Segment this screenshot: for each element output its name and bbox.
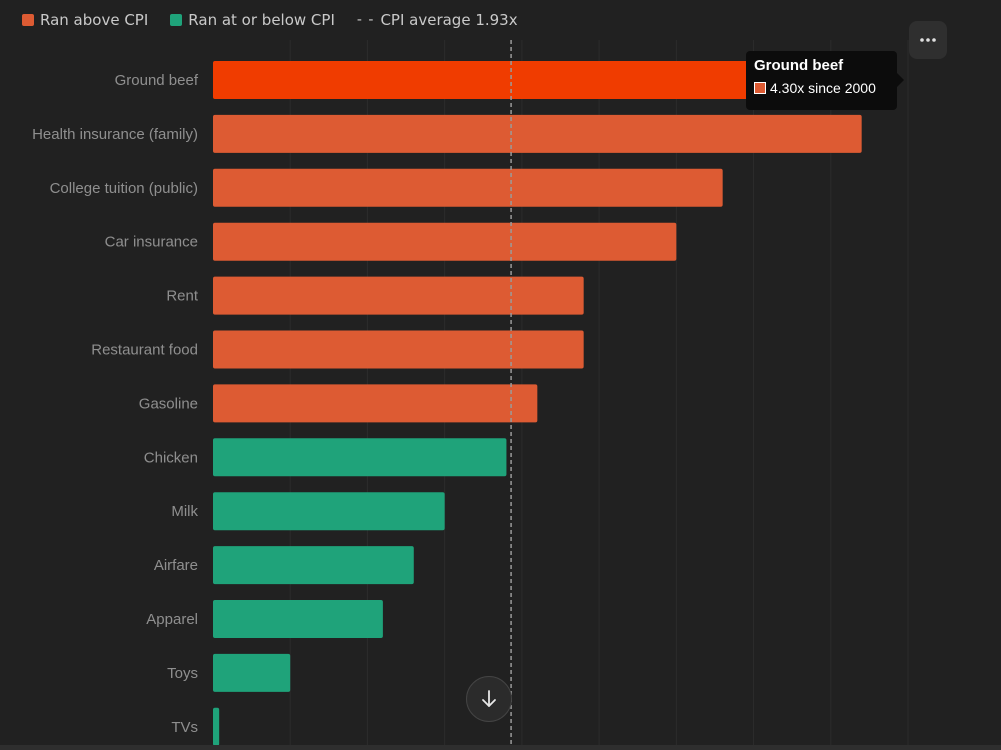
legend-swatch-below [170,14,183,26]
tooltip-swatch [754,82,766,94]
legend-swatch-above [22,14,34,26]
category-label: Airfare [154,557,198,574]
legend-item-above: Ran above CPI [22,11,148,29]
bar-chicken[interactable] [213,438,507,477]
scrollbar-track [0,745,1001,750]
tooltip: Ground beef 4.30x since 2000 [746,51,904,110]
scroll-down-button[interactable] [466,676,512,722]
category-label: Car insurance [105,234,198,251]
category-label: Gasoline [139,395,198,412]
bar-car-insurance[interactable] [213,222,677,261]
legend: Ran above CPI Ran at or below CPI - - CP… [22,11,518,29]
category-label: Rent [166,288,199,305]
bar-gasoline[interactable] [213,384,538,423]
bar-apparel[interactable] [213,600,383,638]
bar-airfare[interactable] [213,546,414,585]
bar-ground-beef[interactable] [213,61,878,99]
legend-label-above: Ran above CPI [40,11,149,29]
tooltip-title: Ground beef [754,57,844,74]
category-label: TVs [171,719,198,736]
bar-toys[interactable] [213,653,291,692]
category-label: College tuition (public) [50,180,198,197]
bar-restaurant-food[interactable] [213,330,584,369]
tooltip-value: 4.30x since 2000 [770,80,876,96]
tooltip-row: 4.30x since 2000 [754,80,889,96]
category-label: Toys [167,665,198,682]
category-label: Ground beef [115,72,199,89]
dashed-line-icon: - - [356,12,375,28]
legend-label-below: Ran at or below CPI [188,11,335,29]
more-horizontal-icon [920,38,936,42]
bar-milk[interactable] [213,492,445,531]
category-label: Health insurance (family) [32,126,198,143]
legend-item-cpi: - - CPI average 1.93x [357,11,518,29]
category-label: Milk [171,503,198,520]
legend-item-below: Ran at or below CPI [170,11,335,29]
bar-college-tuition-public[interactable] [213,168,723,207]
legend-label-cpi: CPI average 1.93x [380,11,518,29]
category-label: Chicken [144,449,198,466]
more-options-button[interactable] [909,21,947,59]
bar-rent[interactable] [213,276,584,315]
bar-health-insurance-family[interactable] [213,114,862,153]
category-label: Restaurant food [91,342,198,359]
category-label: Apparel [146,611,198,628]
arrow-down-icon [482,690,496,707]
bar-tvs[interactable] [213,707,220,746]
